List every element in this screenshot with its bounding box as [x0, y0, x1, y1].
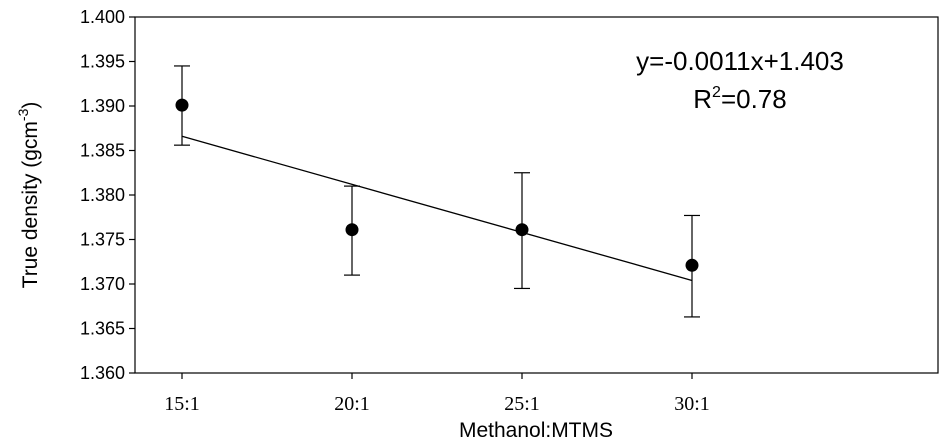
x-tick-label: 25:1 [504, 393, 540, 415]
data-points [176, 99, 699, 272]
y-tick-label: 1.395 [80, 52, 125, 72]
x-tick-label: 20:1 [334, 393, 370, 415]
y-tick-label: 1.375 [80, 230, 125, 250]
y-axis-label: True density (gcm-3) [15, 102, 42, 289]
trendline-equation: y=-0.0011x+1.403 [636, 46, 844, 76]
y-axis-label-closing: ) [19, 102, 42, 109]
y-tick-label: 1.370 [80, 274, 125, 294]
x-axis: 15:1 20:1 25:1 30:1 [164, 373, 710, 415]
data-point [686, 259, 699, 272]
y-tick-label: 1.380 [80, 185, 125, 205]
error-bars [174, 66, 700, 317]
y-tick-label: 1.360 [80, 363, 125, 383]
y-tick-label: 1.365 [80, 319, 125, 339]
data-point [346, 223, 359, 236]
y-tick-label: 1.400 [80, 7, 125, 27]
data-point [516, 223, 529, 236]
y-axis: 1.360 1.365 1.370 1.375 1.380 1.385 1.390 1.395… [80, 7, 135, 383]
x-tick-label: 15:1 [164, 393, 200, 415]
r-squared-superscript: 2 [712, 84, 721, 101]
trendline [182, 136, 692, 280]
r-squared: R2=0.78 [693, 84, 786, 114]
r-squared-value: =0.78 [721, 84, 787, 114]
y-axis-label-superscript: -3 [15, 108, 31, 121]
y-tick-label: 1.385 [80, 141, 125, 161]
x-axis-label: Methanol:MTMS [459, 419, 613, 442]
x-tick-label: 30:1 [674, 393, 710, 415]
y-tick-label: 1.390 [80, 96, 125, 116]
y-axis-label-text: True density (gcm [19, 121, 42, 288]
data-point [176, 99, 189, 112]
r-squared-prefix: R [693, 84, 712, 114]
